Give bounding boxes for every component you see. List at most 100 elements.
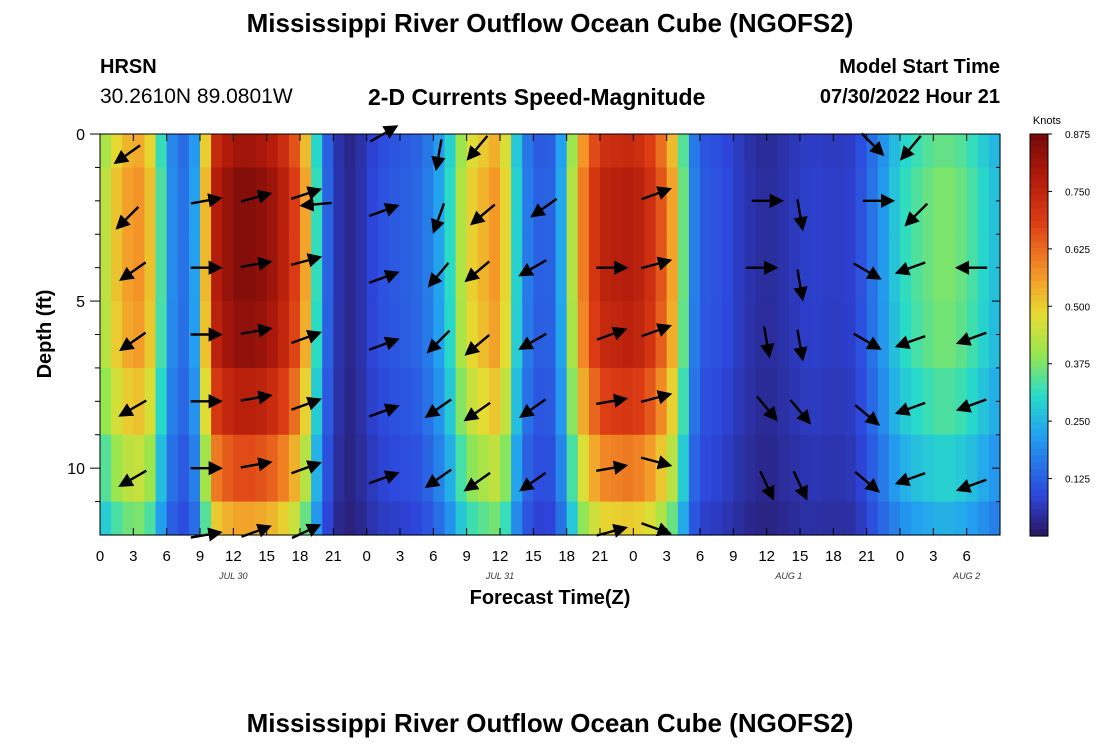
heatmap-cell — [900, 434, 912, 503]
heatmap-cell — [722, 501, 734, 536]
heatmap-cell — [944, 501, 957, 536]
heatmap-cell — [622, 367, 634, 436]
heatmap-cell — [866, 434, 879, 503]
heatmap-cell — [255, 134, 268, 169]
heatmap-cell — [811, 434, 823, 503]
heatmap-cell — [555, 367, 568, 436]
current-arrow — [291, 330, 322, 345]
current-arrow — [119, 261, 147, 281]
heatmap-cell — [911, 434, 923, 503]
heatmap-cell — [955, 167, 968, 235]
heatmap-cell — [466, 301, 479, 369]
heatmap-cell — [633, 167, 646, 235]
heatmap-cell — [611, 167, 623, 235]
heatmap-cell — [644, 134, 657, 169]
heatmap-cell — [833, 167, 846, 235]
current-arrow — [240, 256, 273, 271]
heatmap-cell — [577, 434, 590, 503]
heatmap-cell — [488, 501, 501, 536]
current-arrow — [641, 323, 672, 338]
x-tick-label: 12 — [225, 548, 242, 565]
current-arrow — [368, 336, 400, 351]
heatmap-cells — [100, 134, 1001, 536]
current-arrow — [640, 256, 673, 271]
heatmap-cell — [266, 501, 279, 536]
heatmap-cell — [711, 134, 723, 169]
current-arrow — [530, 197, 558, 218]
current-arrow — [793, 269, 808, 302]
current-arrow — [368, 403, 400, 418]
heatmap-cell — [411, 301, 423, 369]
heatmap-cell — [288, 501, 301, 536]
heatmap-cell — [355, 301, 368, 369]
colorbar-tick-label: 0.875 — [1065, 130, 1090, 141]
heatmap-cell — [188, 134, 201, 169]
heatmap-cell — [911, 167, 923, 235]
current-arrow — [291, 523, 322, 540]
heatmap-cell — [433, 501, 446, 536]
heatmap-cell — [444, 301, 457, 369]
x-tick-label: 0 — [629, 548, 637, 565]
heatmap-cell — [122, 434, 134, 503]
heatmap-cell — [500, 367, 512, 436]
current-arrow — [641, 522, 672, 537]
heatmap-cell — [311, 234, 323, 302]
heatmap-cell — [400, 167, 412, 235]
heatmap-cell — [733, 134, 746, 169]
heatmap-cell — [788, 167, 801, 235]
heatmap-cell — [955, 301, 968, 369]
heatmap-cell — [555, 167, 568, 235]
heatmap-cell — [888, 434, 901, 503]
heatmap-cell — [733, 367, 746, 436]
heatmap-cell — [644, 367, 657, 436]
heatmap-cell — [233, 234, 246, 302]
colorbar-segment — [1030, 254, 1048, 262]
heatmap-cell — [288, 434, 301, 503]
heatmap-cell — [377, 301, 390, 369]
date-labels: JUL 30 JUL 31 AUG 1 AUG 2 — [218, 571, 980, 581]
heatmap-cell — [155, 134, 168, 169]
heatmap-cell — [522, 434, 534, 503]
heatmap-cell — [277, 434, 290, 503]
heatmap-cell — [844, 501, 857, 536]
heatmap-cell — [700, 501, 712, 536]
heatmap-cell — [933, 134, 946, 169]
colorbar-frame — [1029, 133, 1049, 537]
heatmap-cell — [300, 501, 312, 536]
heatmap-cell — [322, 367, 334, 436]
heatmap-cell — [400, 134, 412, 169]
heatmap-cell — [400, 301, 412, 369]
colorbar-tick-label: 0.625 — [1065, 245, 1090, 256]
heatmap-cell — [366, 234, 379, 302]
heatmap-cell — [744, 134, 757, 169]
current-arrow — [756, 395, 778, 422]
colorbar-segment — [1030, 187, 1048, 195]
heatmap-cell — [455, 501, 468, 536]
heatmap-cell — [866, 501, 879, 536]
heatmap-cell — [222, 234, 234, 302]
heatmap-cell — [122, 367, 134, 436]
heatmap-cell — [800, 501, 812, 536]
x-tick-label: 15 — [258, 548, 275, 565]
heatmap-cell — [888, 301, 901, 369]
colorbar: Knots 0.125 0.250 0.375 0.500 0.625 0.750 0.87… — [1029, 115, 1090, 537]
heatmap-cell — [466, 367, 479, 436]
heatmap-cell — [722, 301, 734, 369]
heatmap-cell — [511, 301, 523, 369]
heatmap-cell — [711, 234, 723, 302]
heatmap-cell — [666, 501, 679, 536]
heatmap-cell — [133, 134, 146, 169]
heatmap-cell — [133, 501, 146, 536]
heatmap-cell — [433, 234, 446, 302]
heatmap-cell — [933, 234, 946, 302]
heatmap-cell — [355, 167, 368, 235]
heatmap-cell — [788, 234, 801, 302]
current-arrow — [792, 470, 808, 501]
heatmap-cell — [377, 167, 390, 235]
heatmap-cell — [833, 501, 846, 536]
heatmap-cell — [944, 434, 957, 503]
heatmap-cell — [322, 234, 334, 302]
heatmap-cell — [700, 234, 712, 302]
heatmap-cell — [611, 501, 623, 536]
current-arrow — [853, 262, 882, 280]
